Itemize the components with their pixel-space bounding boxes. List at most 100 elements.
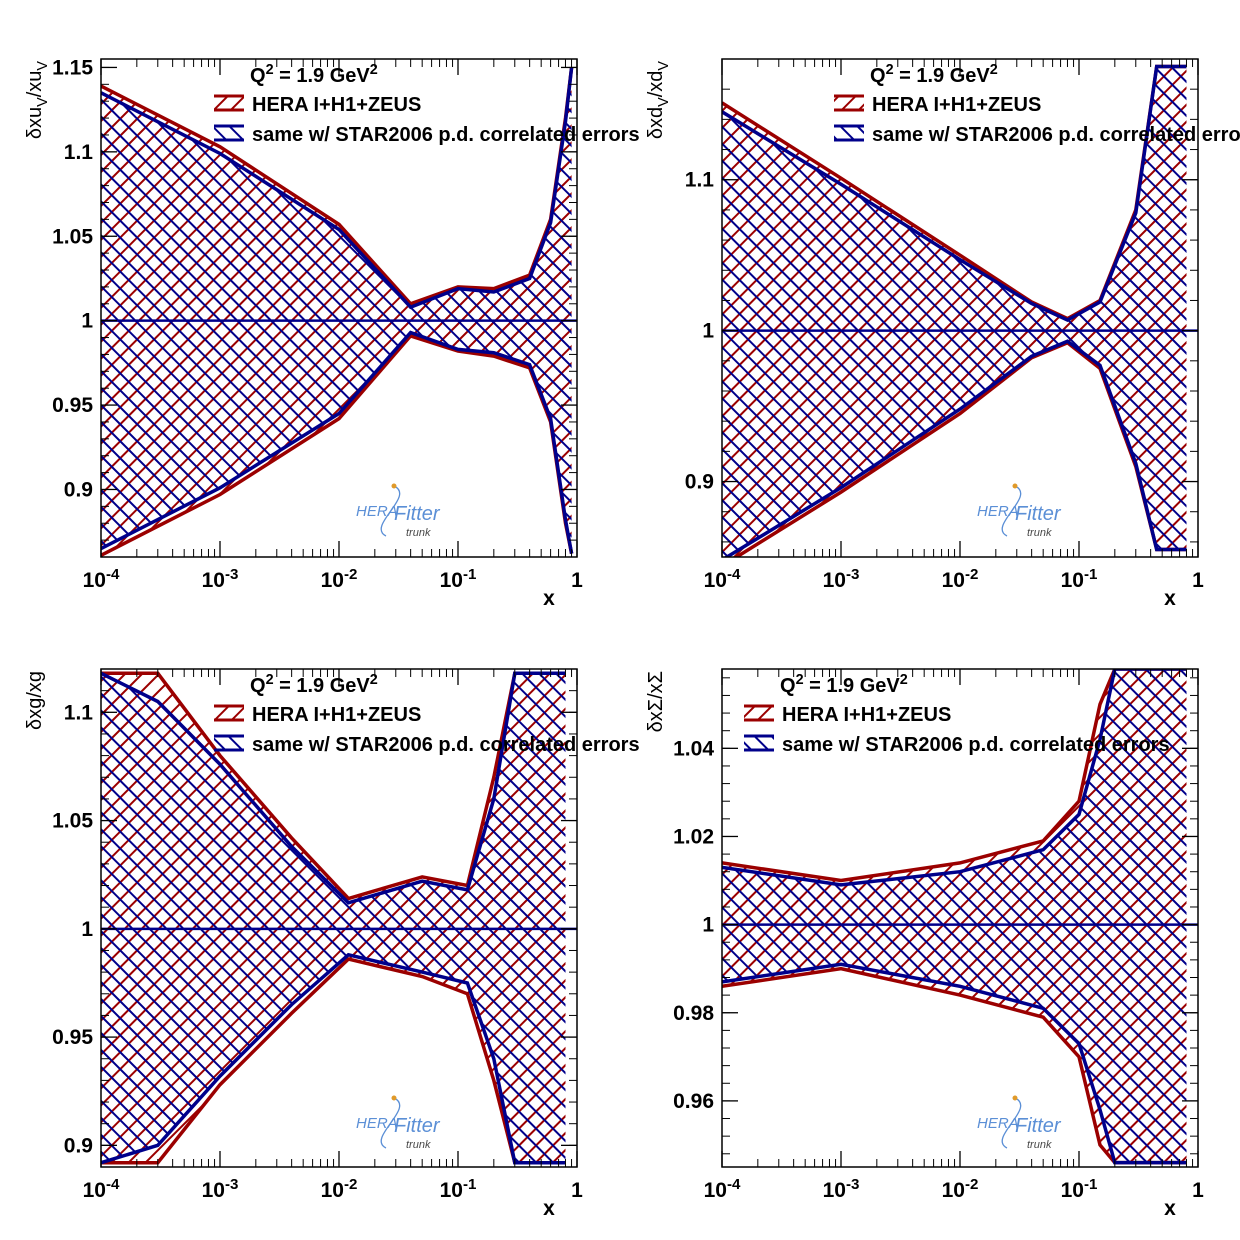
y-axis-label: δxΣ/xΣ: [645, 671, 667, 732]
y-tick-label: 0.9: [64, 478, 93, 501]
x-tick-label: 10-4​: [704, 1176, 741, 1202]
legend-swatch-star: [214, 734, 244, 752]
legend-title: Q2​ = 1.9 GeV2​: [780, 672, 908, 697]
band-star: [101, 67, 572, 554]
band-upper-edge-star: [101, 67, 574, 310]
band-star: [722, 66, 1187, 557]
logo-text-hera: HERA: [356, 1115, 398, 1132]
x-tick-label: 10-1​: [440, 1176, 477, 1202]
legend-label-star: same w/ STAR2006 p.d. correlated errors: [252, 734, 640, 756]
x-tick-label: 10-2​: [942, 1176, 979, 1202]
legend-swatch-hera: [214, 704, 244, 722]
legend: Q2​ = 1.9 GeV2​ HERA I+H1+ZEUS same w/ STA…: [744, 672, 1170, 756]
x-tick-label: 10-1​: [1061, 566, 1098, 592]
logo-text-hera: HERA: [356, 503, 398, 520]
x-tick-label: 10-4​: [83, 1176, 120, 1202]
y-tick-label: 1: [81, 918, 93, 941]
x-tick-label: 1: [571, 569, 583, 592]
logo-swoosh-icon: [1001, 1097, 1022, 1149]
plot-area: [722, 64, 1198, 557]
band-lower-edge-star: [101, 330, 574, 554]
x-axis-label: x: [543, 587, 555, 610]
logo-dot-icon: [391, 1095, 397, 1101]
plot-area: [101, 67, 577, 557]
legend-label-hera: HERA I+H1+ZEUS: [872, 94, 1041, 116]
chart-panel-1: 10-4​ 10-3​ 10-2​ 10-1​ 1 0.9 0.95 1 1.05 1.1 1.15…: [24, 56, 640, 610]
logo-dot-icon: [1012, 1095, 1018, 1101]
y-tick-label: 1: [702, 320, 714, 343]
legend-swatch-star: [214, 124, 244, 142]
legend-label-hera: HERA I+H1+ZEUS: [782, 704, 951, 726]
legend-label-star: same w/ STAR2006 p.d. correlated errors: [782, 734, 1170, 756]
y-tick-label: 1.15: [52, 56, 93, 79]
x-tick-label: 10-1​: [440, 566, 477, 592]
logo-dot-icon: [1012, 483, 1018, 489]
legend-title: Q2​ = 1.9 GeV2​: [250, 62, 378, 87]
x-tick-label: 10-2​: [942, 566, 979, 592]
y-tick-label: 1: [702, 914, 714, 937]
logo-text-trunk: trunk: [1027, 527, 1052, 539]
legend: Q2​ = 1.9 GeV2​ HERA I+H1+ZEUS same w/ STA…: [214, 672, 640, 756]
x-tick-label: 10-4​: [83, 566, 120, 592]
band-lower-edge-hera: [101, 957, 566, 1165]
band-upper-edge-star: [101, 671, 566, 905]
x-axis-label: x: [1164, 1197, 1176, 1220]
x-tick-label: 10-3​: [202, 566, 239, 592]
logo-text-hera: HERA: [977, 1115, 1019, 1132]
y-tick-label: 0.98: [673, 1002, 714, 1025]
logo-text-trunk: trunk: [406, 527, 431, 539]
logo-dot-icon: [391, 483, 397, 489]
x-tick-label: 10-2​: [321, 1176, 358, 1202]
y-tick-label: 0.96: [673, 1090, 714, 1113]
plot-area: [722, 669, 1198, 1165]
legend-title: Q2​ = 1.9 GeV2​: [250, 672, 378, 697]
band-lower-edge-star: [722, 962, 1187, 1165]
logo-text-trunk: trunk: [406, 1139, 431, 1151]
logo-text-fitter: Fitter: [1015, 503, 1062, 525]
logo-text-fitter: Fitter: [1015, 1115, 1062, 1137]
legend-swatch-hera: [214, 94, 244, 112]
logo-text-trunk: trunk: [1027, 1139, 1052, 1151]
y-tick-label: 1.02: [673, 825, 714, 848]
legend-swatch-star: [744, 734, 774, 752]
y-tick-label: 1.1: [64, 141, 94, 164]
chart-panel-4: 10-4​ 10-3​ 10-2​ 10-1​ 1 0.96 0.98 1 1.02 1.04 x δ…: [645, 668, 1204, 1220]
x-axis-label: x: [1164, 587, 1176, 610]
x-tick-label: 1: [1192, 569, 1204, 592]
legend-title: Q2​ = 1.9 GeV2​: [870, 62, 998, 87]
x-tick-label: 1: [571, 1179, 583, 1202]
x-tick-label: 10-2​: [321, 566, 358, 592]
logo-text-hera: HERA: [977, 503, 1019, 520]
y-tick-label: 1.1: [64, 701, 94, 724]
legend-swatch-star: [834, 124, 864, 142]
y-tick-label: 1.04: [673, 737, 714, 760]
legend-swatch-hera: [744, 704, 774, 722]
legend: Q2​ = 1.9 GeV2​ HERA I+H1+ZEUS same w/ STA…: [214, 62, 640, 146]
legend-label-hera: HERA I+H1+ZEUS: [252, 704, 421, 726]
legend-label-star: same w/ STAR2006 p.d. correlated errors: [252, 124, 640, 146]
x-tick-label: 10-1​: [1061, 1176, 1098, 1202]
band-star: [101, 673, 566, 1163]
legend-label-star: same w/ STAR2006 p.d. correlated errors: [872, 124, 1240, 146]
y-tick-label: 0.9: [685, 471, 714, 494]
y-axis-label: δxdV​/xdV​: [645, 61, 672, 140]
legend-swatch-hera: [834, 94, 864, 112]
band-lower-edge-star: [723, 339, 1187, 557]
logo-swoosh-icon: [380, 1097, 401, 1149]
y-axis-label: δxuV​/xuV​: [24, 61, 51, 140]
x-tick-label: 10-3​: [823, 566, 860, 592]
plot-area: [101, 671, 577, 1165]
y-tick-label: 1: [81, 310, 93, 333]
legend-label-hera: HERA I+H1+ZEUS: [252, 94, 421, 116]
y-tick-label: 0.95: [52, 1026, 93, 1049]
y-axis-label: δxg/xg: [24, 671, 46, 730]
chart-panel-3: 10-4​ 10-3​ 10-2​ 10-1​ 1 0.9 0.95 1 1.05 1.1 x δxg…: [24, 668, 640, 1220]
y-tick-label: 1.05: [52, 810, 93, 833]
legend: Q2​ = 1.9 GeV2​ HERA I+H1+ZEUS same w/ STA…: [834, 62, 1240, 146]
logo-swoosh-icon: [380, 485, 401, 537]
